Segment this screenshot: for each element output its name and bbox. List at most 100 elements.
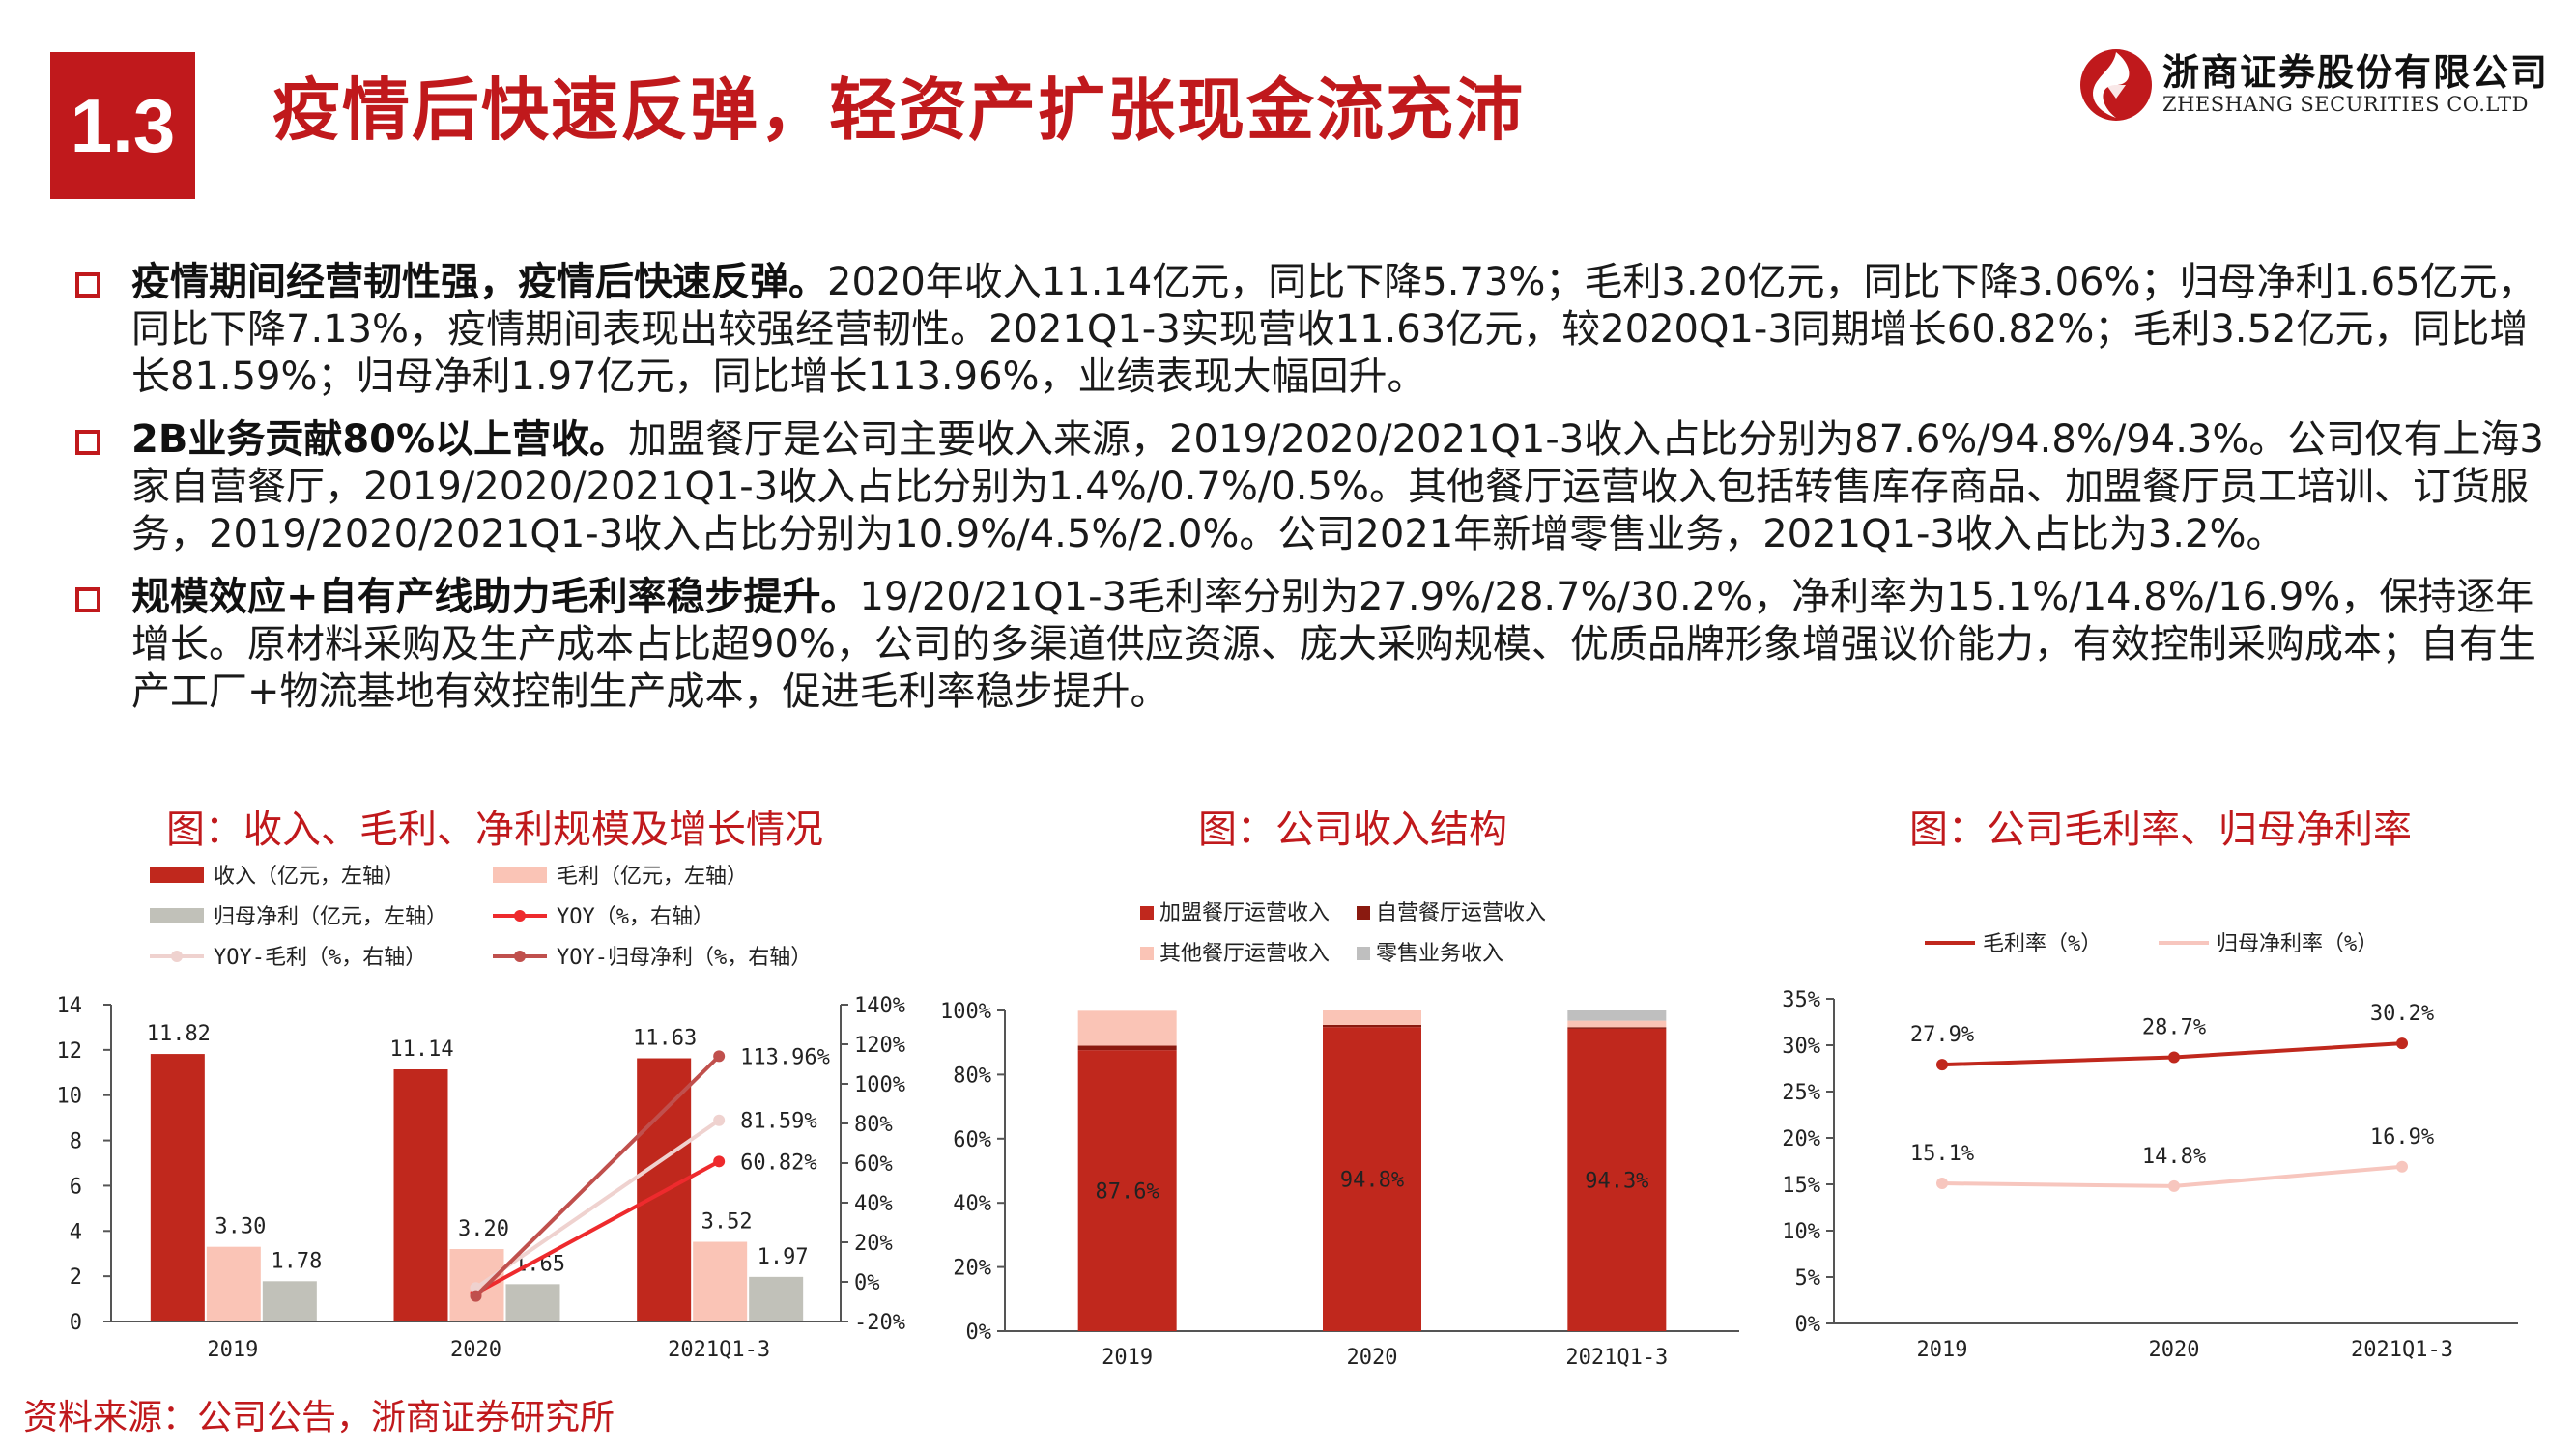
bar: [262, 1281, 317, 1321]
data-label: 11.82: [147, 1022, 211, 1046]
stacked-bar-segment: [1323, 1027, 1421, 1331]
legend-swatch: [1140, 906, 1154, 920]
series-line: [474, 1159, 721, 1295]
bullet-item: 规模效应+自有产线助力毛利率稳步提升。19/20/21Q1-3毛利率分别为27.…: [73, 574, 2547, 716]
y-tick-label-left: 10: [57, 1085, 83, 1109]
series-line: [474, 1119, 721, 1290]
y-tick-label-right: 120%: [854, 1034, 905, 1058]
line-point: [2396, 1037, 2408, 1050]
line-point: [1936, 1178, 1948, 1190]
logo-text-en: ZHESHANG SECURITIES CO.LTD: [2162, 93, 2530, 116]
data-label: 1.97: [758, 1245, 809, 1269]
legend-label: 毛利率（%）: [1983, 932, 2102, 956]
data-label: 28.7%: [2142, 1015, 2206, 1039]
line-point: [713, 1114, 726, 1126]
line-point: [1936, 1059, 1948, 1071]
y-tick-label: 25%: [1782, 1081, 1820, 1105]
bullet-item: 2B业务贡献80%以上营收。加盟餐厅是公司主要收入来源，2019/2020/20…: [73, 416, 2547, 558]
line-point: [2396, 1160, 2408, 1173]
legend-swatch: [493, 867, 547, 883]
x-tick-label: 2020: [2149, 1338, 2200, 1362]
bullet-square-icon: [75, 430, 100, 455]
line-point: [713, 1050, 726, 1063]
data-label: 16.9%: [2370, 1125, 2434, 1150]
y-tick-label: 80%: [953, 1064, 991, 1088]
legend-label: 零售业务收入: [1376, 942, 1503, 966]
series-line: [474, 1054, 721, 1298]
y-tick-label-right: 20%: [854, 1232, 893, 1256]
bar: [693, 1241, 748, 1321]
y-tick-label: 15%: [1782, 1174, 1820, 1198]
stacked-bar-segment: [1567, 1020, 1667, 1028]
stacked-bar-segment: [1323, 1024, 1421, 1028]
x-tick-label: 2019: [1102, 1346, 1153, 1370]
figure-2-title: 图：公司收入结构: [1198, 808, 1507, 852]
legend-label: YOY（%，右轴）: [557, 905, 714, 929]
legend-marker: [514, 910, 526, 922]
data-label: 3.20: [458, 1217, 509, 1241]
bullet-item: 疫情期间经营韧性强，疫情后快速反弹。2020年收入11.14亿元，同比下降5.7…: [73, 259, 2547, 401]
x-tick-label: 2021Q1-3: [668, 1338, 770, 1362]
line-point: [2168, 1179, 2180, 1192]
stacked-bar-segment: [1567, 1027, 1667, 1029]
y-tick-label-left: 0: [70, 1311, 82, 1335]
stacked-bar-segment: [1077, 1050, 1177, 1331]
bar: [749, 1276, 804, 1321]
figure-1-title: 图：收入、毛利、净利规模及增长情况: [166, 808, 823, 852]
bullet-square-icon: [75, 272, 100, 298]
y-tick-label-left: 6: [70, 1175, 82, 1199]
y-tick-label-right: 60%: [854, 1152, 893, 1177]
figure-3-title: 图：公司毛利率、归母净利率: [1909, 808, 2412, 852]
bullet-body: 加盟餐厅是公司主要收入来源，2019/2020/2021Q1-3收入占比分别为8…: [131, 417, 2544, 556]
logo-text-cn: 浙商证券股份有限公司: [2162, 51, 2550, 94]
legend-swatch: [1357, 947, 1370, 960]
section-number-badge: 1.3: [50, 52, 195, 199]
y-tick-label: 20%: [953, 1257, 991, 1281]
y-tick-label-right: 100%: [854, 1073, 905, 1097]
data-label: 94.3%: [1585, 1169, 1648, 1193]
bar: [393, 1069, 448, 1321]
data-label: 1.78: [271, 1249, 322, 1273]
bullet-body: 19/20/21Q1-3毛利率分别为27.9%/28.7%/30.2%，净利率为…: [131, 575, 2536, 714]
y-tick-label-right: 80%: [854, 1113, 893, 1137]
stacked-bar-segment: [1077, 1045, 1177, 1051]
legend-label: YOY-毛利（%，右轴）: [214, 946, 426, 970]
data-label: 27.9%: [1910, 1023, 1974, 1047]
y-tick-label: 100%: [940, 1000, 991, 1024]
y-tick-label-left: 14: [57, 994, 83, 1018]
legend-marker: [514, 951, 526, 962]
data-label: 3.30: [215, 1215, 266, 1239]
legend-swatch: [1140, 947, 1154, 960]
y-tick-label: 0%: [966, 1321, 992, 1345]
x-tick-label: 2020: [450, 1338, 501, 1362]
stacked-bar-segment: [1567, 1010, 1667, 1021]
bullet-heading: 2B业务贡献80%以上营收。: [131, 417, 629, 462]
legend-swatch: [150, 908, 204, 923]
data-label: 14.8%: [2142, 1145, 2206, 1169]
data-label: 81.59%: [740, 1110, 816, 1134]
bullet-body: 2020年收入11.14亿元，同比下降5.73%；毛利3.20亿元，同比下降3.…: [131, 260, 2536, 399]
line-point: [713, 1155, 726, 1168]
line-point: [2168, 1051, 2180, 1064]
y-tick-label: 20%: [1782, 1127, 1820, 1151]
y-tick-label-right: 0%: [854, 1271, 880, 1295]
stacked-bar-segment: [1323, 1010, 1421, 1025]
legend-label: 加盟餐厅运营收入: [1159, 901, 1330, 925]
section-number: 1.3: [70, 82, 176, 168]
x-tick-label: 2021Q1-3: [2351, 1338, 2453, 1362]
legend-label: YOY-归母净利（%，右轴）: [557, 946, 812, 970]
zheshang-logo-icon: [2080, 49, 2152, 121]
bullet-heading: 疫情期间经营韧性强，疫情后快速反弹。: [131, 260, 827, 304]
y-tick-label-right: 40%: [854, 1192, 893, 1216]
data-label: 87.6%: [1096, 1180, 1159, 1205]
bar: [505, 1284, 560, 1321]
y-tick-label-left: 12: [57, 1039, 83, 1064]
legend-label: 其他餐厅运营收入: [1159, 942, 1330, 966]
x-tick-label: 2019: [207, 1338, 258, 1362]
y-tick-label: 10%: [1782, 1220, 1820, 1244]
legend-label: 收入（亿元，左轴）: [214, 865, 405, 889]
y-tick-label-right: -20%: [854, 1311, 905, 1335]
x-tick-label: 2021Q1-3: [1565, 1346, 1668, 1370]
data-label: 3.52: [701, 1210, 753, 1235]
